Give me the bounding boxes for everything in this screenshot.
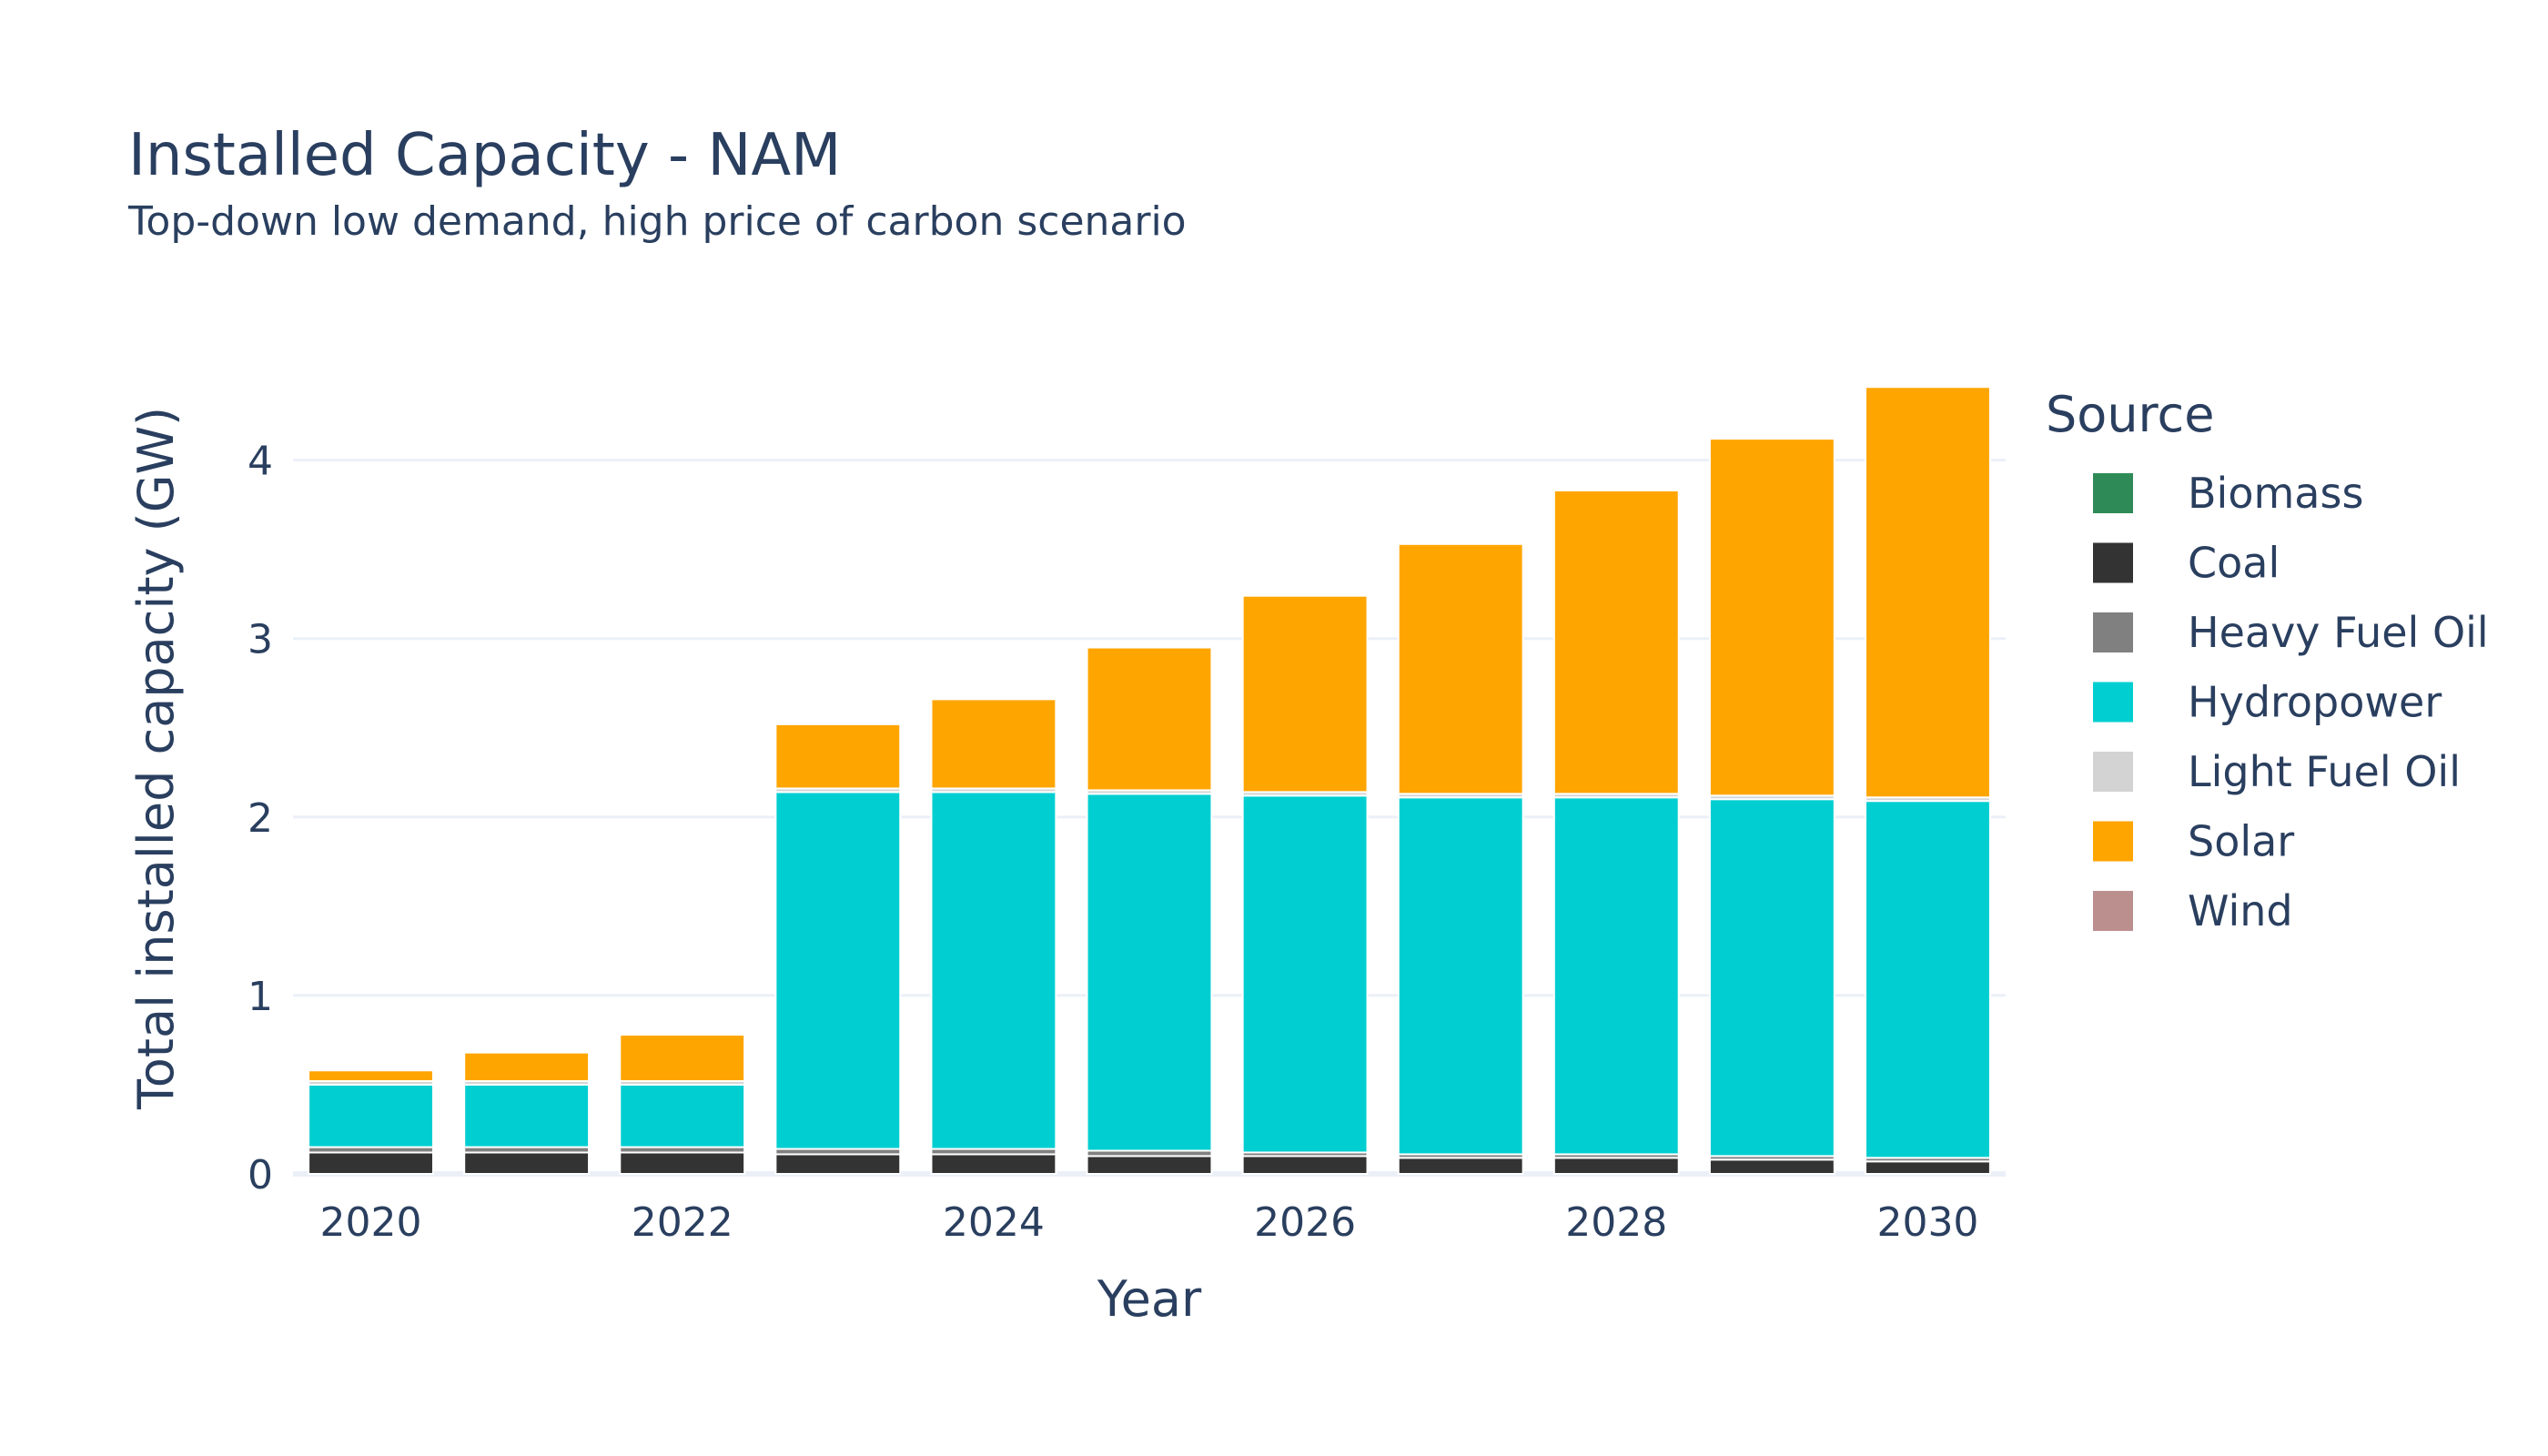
x-axis-label: Year bbox=[1097, 1270, 1202, 1328]
bar-segment-solar bbox=[774, 723, 902, 790]
legend-item-heavy-fuel-oil[interactable]: Heavy Fuel Oil bbox=[2093, 608, 2489, 657]
legend-label: Wind bbox=[2188, 886, 2293, 935]
y-tick-labels: 0 1 2 3 4 bbox=[248, 439, 273, 1198]
bar-segment-hydropower bbox=[308, 1083, 434, 1148]
y-tick-label: 4 bbox=[248, 439, 273, 485]
legend-label: Light Fuel Oil bbox=[2188, 747, 2461, 796]
legend-item-biomass[interactable]: Biomass bbox=[2093, 469, 2363, 518]
legend-swatch bbox=[2093, 821, 2133, 862]
y-tick-label: 3 bbox=[248, 617, 273, 663]
legend-swatch bbox=[2093, 682, 2133, 723]
bar-segment-hydropower bbox=[774, 791, 902, 1150]
bar-segment-coal bbox=[1552, 1157, 1680, 1175]
bar-segment-hydropower bbox=[1397, 796, 1524, 1156]
x-tick-label: 2030 bbox=[1876, 1199, 1978, 1246]
legend-swatch bbox=[2093, 542, 2133, 583]
bar-segment-solar bbox=[1086, 646, 1213, 792]
legend-item-light-fuel-oil[interactable]: Light Fuel Oil bbox=[2093, 747, 2461, 796]
bar-segment-hydropower bbox=[1241, 794, 1369, 1154]
x-tick-label: 2020 bbox=[320, 1199, 422, 1246]
legend-item-coal[interactable]: Coal bbox=[2093, 539, 2280, 588]
legend-label: Biomass bbox=[2188, 469, 2363, 518]
bar-segment-coal bbox=[1086, 1155, 1213, 1176]
legend: Source Biomass Coal Heavy Fuel Oil Hydropow… bbox=[2046, 386, 2489, 935]
bar-segment-solar bbox=[930, 698, 1057, 790]
x-tick-label: 2022 bbox=[632, 1199, 733, 1246]
bar-segment-solar bbox=[1552, 489, 1680, 795]
bar-segment-solar bbox=[463, 1051, 591, 1083]
bar-segment-solar bbox=[1865, 386, 1991, 799]
x-tick-labels: 2020 2022 2024 2026 2028 2030 bbox=[320, 1199, 1979, 1246]
bar-segment-coal bbox=[308, 1151, 434, 1176]
legend-title: Source bbox=[2046, 386, 2214, 443]
legend-item-solar[interactable]: Solar bbox=[2093, 817, 2294, 866]
legend-label: Heavy Fuel Oil bbox=[2188, 608, 2489, 657]
legend-swatch bbox=[2093, 891, 2133, 931]
legend-item-hydropower[interactable]: Hydropower bbox=[2093, 678, 2442, 727]
legend-item-wind[interactable]: Wind bbox=[2093, 886, 2293, 935]
bar-segment-hydropower bbox=[463, 1083, 591, 1148]
bar-segment-hydropower bbox=[1708, 798, 1835, 1158]
legend-swatch bbox=[2093, 612, 2133, 652]
bar-segment-coal bbox=[463, 1151, 591, 1176]
chart-title: Installed Capacity - NAM bbox=[128, 122, 842, 189]
legend-label: Solar bbox=[2188, 817, 2294, 866]
legend-swatch bbox=[2093, 473, 2133, 513]
bar-segment-hydropower bbox=[619, 1083, 746, 1148]
legend-label: Hydropower bbox=[2188, 678, 2442, 727]
bar-segment-solar bbox=[619, 1034, 746, 1083]
y-tick-label: 0 bbox=[248, 1152, 273, 1198]
bar-segment-solar bbox=[1397, 542, 1524, 795]
chart-subtitle: Top-down low demand, high price of carbo… bbox=[128, 198, 1187, 245]
bar-segment-coal bbox=[1865, 1160, 1991, 1176]
bar-segment-hydropower bbox=[1086, 793, 1213, 1152]
bar-segment-hydropower bbox=[1552, 796, 1680, 1156]
y-tick-label: 1 bbox=[248, 974, 273, 1020]
bar-segment-hydropower bbox=[1865, 800, 1991, 1159]
bar-segment-coal bbox=[1397, 1157, 1524, 1175]
bar-segment-solar bbox=[308, 1069, 434, 1083]
legend-swatch bbox=[2093, 752, 2133, 792]
bars bbox=[308, 386, 1991, 1176]
bar-segment-coal bbox=[930, 1153, 1057, 1175]
bar-segment-coal bbox=[1241, 1155, 1369, 1176]
bar-segment-coal bbox=[619, 1151, 746, 1176]
y-axis-label: Total installed capacity (GW) bbox=[127, 407, 185, 1110]
bar-segment-coal bbox=[774, 1153, 902, 1175]
bar-segment-solar bbox=[1708, 438, 1835, 797]
legend-label: Coal bbox=[2188, 539, 2280, 588]
x-tick-label: 2028 bbox=[1565, 1199, 1667, 1246]
bar-segment-solar bbox=[1241, 594, 1369, 794]
y-tick-label: 2 bbox=[248, 795, 273, 842]
bar-segment-coal bbox=[1708, 1158, 1835, 1175]
bar-segment-hydropower bbox=[930, 791, 1057, 1150]
x-tick-label: 2024 bbox=[943, 1199, 1045, 1246]
x-tick-label: 2026 bbox=[1254, 1199, 1356, 1246]
